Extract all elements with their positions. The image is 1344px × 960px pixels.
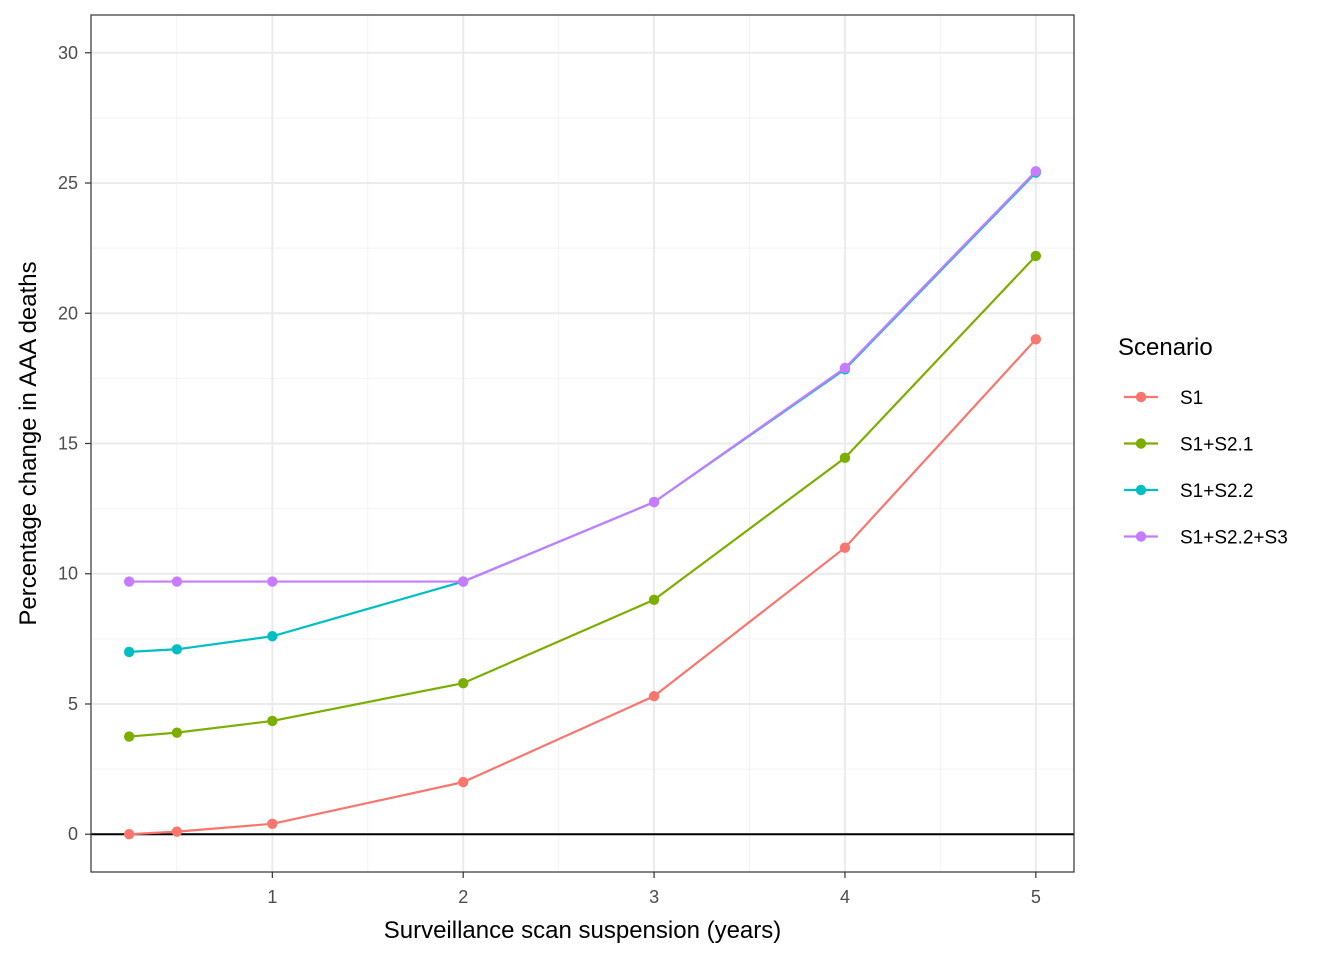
legend-label: S1+S2.2: [1180, 481, 1253, 502]
series-s1-s2-2-s3: [123, 166, 1042, 587]
x-tick-label: 3: [649, 887, 659, 907]
y-tick-label: 25: [58, 173, 78, 193]
legend-label: S1: [1180, 388, 1203, 409]
y-tick-label: 0: [68, 824, 78, 844]
data-point: [1030, 250, 1042, 262]
y-tick-label: 20: [58, 303, 78, 323]
data-point: [267, 631, 278, 642]
x-tick-label: 2: [458, 887, 468, 907]
legend-key-point: [1135, 531, 1147, 542]
data-point: [267, 818, 278, 830]
y-axis: 0 5 10 15 20 25 30: [58, 43, 91, 844]
data-point: [458, 776, 469, 788]
data-point: [123, 829, 135, 840]
data-point: [839, 542, 851, 553]
legend-item: S1+S2.1: [1124, 435, 1253, 456]
data-point: [123, 731, 135, 742]
x-tick-label: 5: [1031, 887, 1041, 907]
y-axis-title: Percentage change in AAA deaths: [15, 261, 42, 625]
x-axis: 1 2 3 4 5: [267, 872, 1041, 907]
legend-item: S1: [1124, 388, 1203, 409]
y-tick-label: 30: [58, 43, 78, 63]
data-point: [1030, 166, 1042, 177]
data-point: [839, 362, 851, 374]
data-point: [123, 576, 135, 587]
legend-item: S1+S2.2+S3: [1124, 528, 1288, 549]
legend: Scenario S1 S1+S2.1 S1+S2.2 S1+S2.2+S3: [1118, 334, 1288, 549]
legend-item: S1+S2.2: [1124, 481, 1253, 502]
data-point: [171, 644, 183, 655]
data-point: [458, 576, 469, 587]
data-point: [171, 576, 183, 587]
x-tick-label: 1: [267, 887, 277, 907]
data-point: [267, 715, 278, 727]
series-s1-s2-1: [123, 250, 1042, 742]
data-point: [123, 646, 135, 658]
legend-key-point: [1135, 391, 1147, 403]
y-tick-label: 5: [68, 694, 78, 714]
data-point: [648, 594, 660, 605]
series-layer: [123, 166, 1042, 840]
y-tick-label: 10: [58, 564, 78, 584]
series-s1: [123, 334, 1042, 840]
data-point: [839, 452, 851, 464]
data-point: [171, 826, 183, 837]
legend-key-point: [1135, 484, 1147, 496]
legend-label: S1+S2.1: [1180, 435, 1253, 456]
legend-label: S1+S2.2+S3: [1180, 528, 1288, 549]
legend-title: Scenario: [1118, 334, 1213, 361]
data-point: [171, 727, 183, 738]
data-point: [458, 677, 469, 689]
data-point: [648, 496, 660, 508]
data-point: [267, 576, 278, 587]
x-axis-title: Surveillance scan suspension (years): [384, 917, 782, 944]
data-point: [648, 690, 660, 702]
data-point: [1030, 334, 1042, 345]
y-tick-label: 15: [58, 434, 78, 454]
legend-key-point: [1135, 438, 1147, 449]
x-tick-label: 4: [840, 887, 850, 907]
